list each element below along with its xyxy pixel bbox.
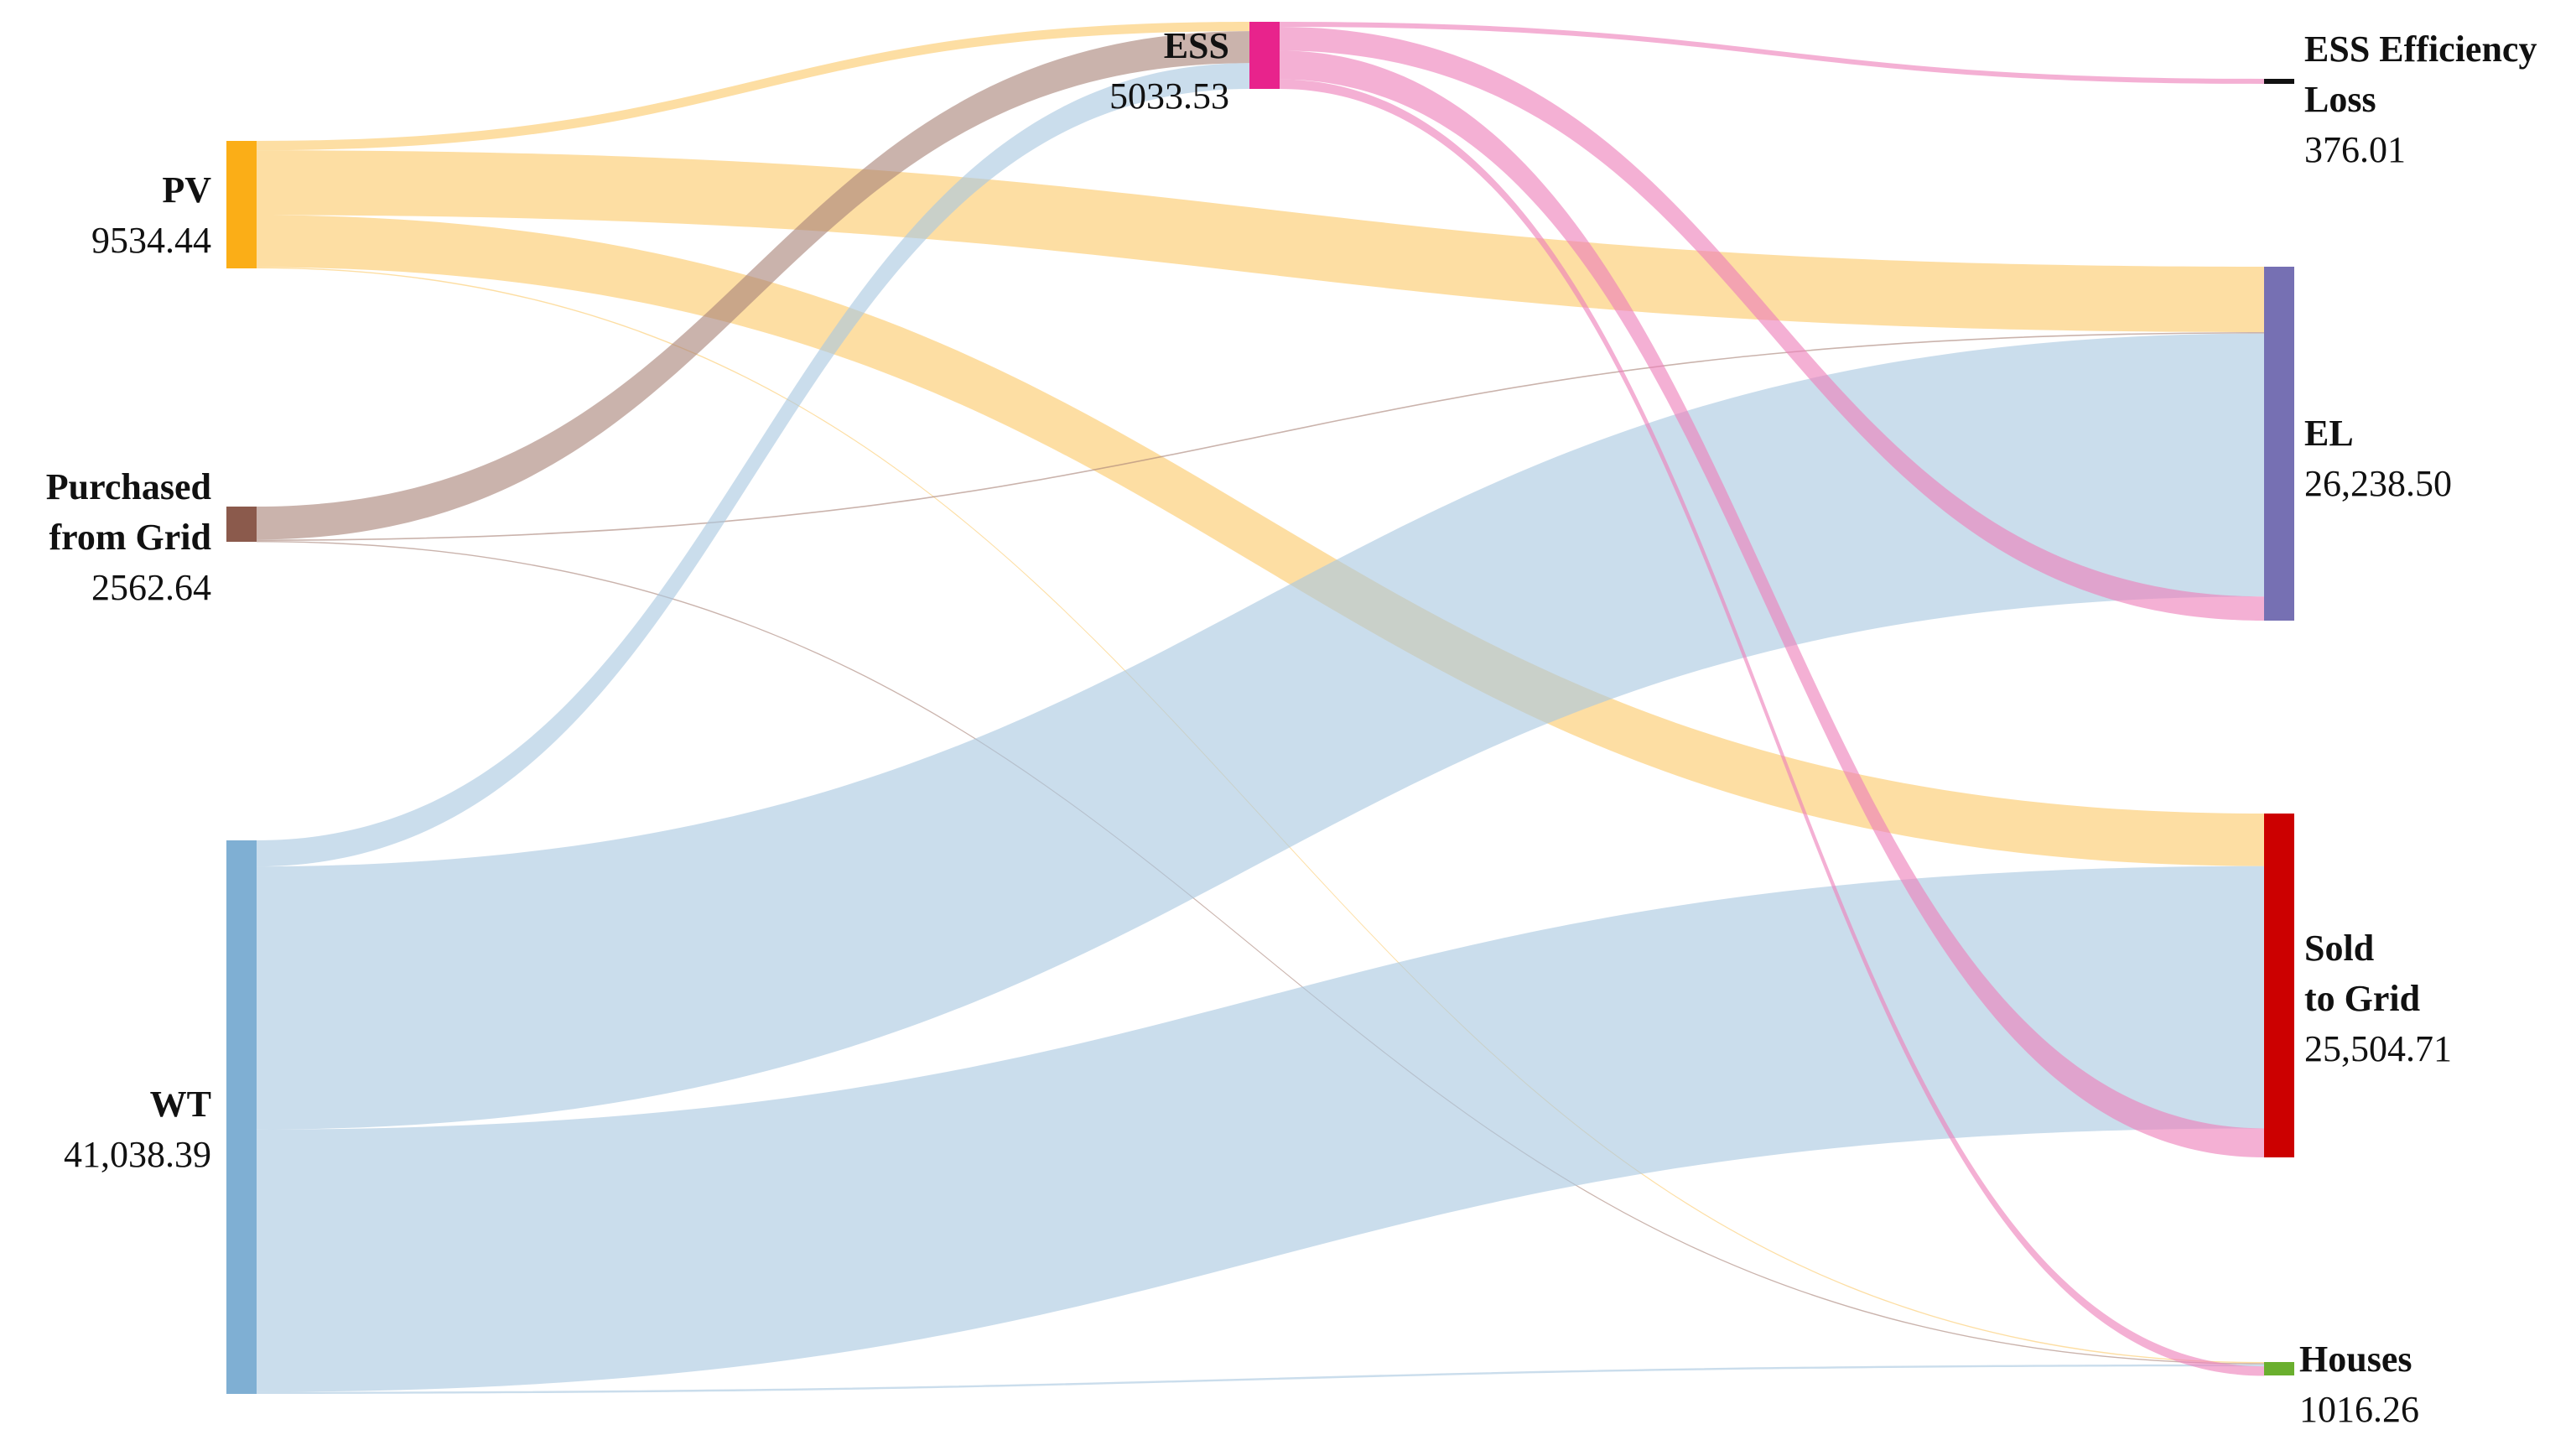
- node-value-houses: 1016.26: [2299, 1389, 2419, 1430]
- node-bar-grid_in: [226, 507, 257, 542]
- nodes-layer: [226, 22, 2294, 1394]
- link-ess-to-houses: [1280, 79, 2264, 1376]
- node-value-ess: 5033.53: [1109, 75, 1229, 117]
- node-bar-houses: [2264, 1362, 2294, 1375]
- node-value-pv: 9534.44: [91, 220, 211, 261]
- node-bar-ess: [1249, 22, 1280, 89]
- node-name-el-line-1: EL: [2304, 413, 2354, 454]
- node-name-sold-line-1: Sold: [2304, 928, 2374, 969]
- labels-layer: PV 9534.44 Purchased from Grid 2562.64 WT 41,0…: [46, 25, 2537, 1430]
- link-wt-to-sold: [257, 866, 2264, 1392]
- link-grid_in-to-el: [257, 332, 2264, 541]
- node-value-loss: 376.01: [2304, 129, 2406, 170]
- link-wt-to-el: [257, 333, 2264, 1130]
- link-wt-to-ess: [257, 63, 1249, 867]
- node-bar-el: [2264, 267, 2294, 621]
- links-layer: [257, 22, 2264, 1394]
- node-name-pv-line-1: PV: [162, 169, 211, 211]
- link-ess-to-el: [1280, 26, 2264, 621]
- link-pv-to-el: [257, 150, 2264, 333]
- node-value-wt: 41,038.39: [64, 1134, 211, 1175]
- node-name-grid_in-line-2: from Grid: [49, 517, 212, 558]
- node-name-ess-line-1: ESS: [1164, 25, 1229, 66]
- node-name-loss-line-1: ESS Efficiency: [2304, 29, 2537, 70]
- node-name-wt-line-1: WT: [150, 1084, 211, 1125]
- node-bar-loss: [2264, 79, 2294, 84]
- link-ess-to-loss: [1280, 22, 2264, 84]
- link-pv-to-ess: [257, 22, 1249, 151]
- link-grid_in-to-houses: [257, 540, 2264, 1365]
- link-pv-to-sold: [257, 215, 2264, 866]
- node-value-grid_in: 2562.64: [91, 567, 211, 608]
- node-name-sold-line-2: to Grid: [2304, 978, 2420, 1019]
- link-ess-to-sold: [1280, 50, 2264, 1157]
- link-wt-to-houses: [257, 1364, 2264, 1394]
- node-bar-wt: [226, 840, 257, 1394]
- node-bar-sold: [2264, 814, 2294, 1157]
- node-name-grid_in-line-1: Purchased: [46, 466, 211, 507]
- node-value-el: 26,238.50: [2304, 463, 2452, 504]
- node-name-houses-line-1: Houses: [2299, 1339, 2412, 1380]
- node-name-loss-line-2: Loss: [2304, 79, 2376, 120]
- node-bar-pv: [226, 141, 257, 268]
- link-grid_in-to-ess: [257, 31, 1249, 540]
- node-value-sold: 25,504.71: [2304, 1028, 2452, 1069]
